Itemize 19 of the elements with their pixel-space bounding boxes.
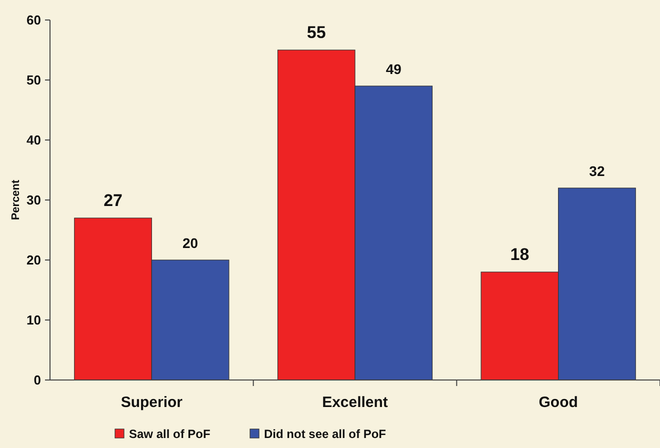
x-tick-label: Excellent: [322, 394, 388, 411]
data-label: 20: [182, 235, 198, 251]
data-label: 18: [510, 245, 530, 264]
y-tick-label: 60: [26, 12, 41, 28]
y-tick-label: 20: [26, 252, 41, 268]
data-label: 27: [104, 191, 122, 210]
data-label: 32: [589, 163, 605, 179]
y-tick-label: 30: [26, 192, 41, 208]
y-tick-label: 40: [26, 132, 41, 148]
legend-label: Did not see all of PoF: [264, 427, 386, 441]
data-label: 55: [306, 23, 326, 42]
y-tick-label: 0: [34, 372, 41, 388]
y-tick-label: 10: [26, 312, 41, 328]
data-label: 49: [386, 61, 402, 77]
x-tick-label: Superior: [120, 394, 183, 411]
legend-label: Saw all of PoF: [129, 427, 210, 441]
x-tick-label: Good: [538, 394, 578, 411]
y-tick-label: 50: [26, 72, 41, 88]
y-axis-title: Percent: [10, 179, 22, 220]
